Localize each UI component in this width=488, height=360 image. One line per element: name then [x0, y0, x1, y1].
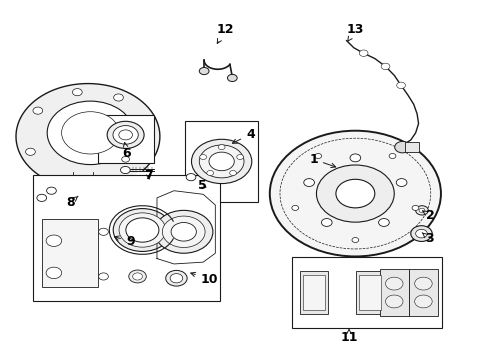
Circle shape	[410, 226, 431, 242]
Bar	[303, 275, 324, 310]
Circle shape	[396, 82, 405, 89]
Circle shape	[162, 216, 204, 248]
Circle shape	[415, 229, 427, 238]
Text: 2: 2	[422, 209, 434, 222]
Text: 9: 9	[114, 235, 134, 248]
Bar	[300, 271, 327, 314]
Circle shape	[113, 208, 171, 251]
Circle shape	[303, 179, 314, 186]
Circle shape	[119, 213, 165, 247]
Text: 6: 6	[122, 143, 131, 160]
Circle shape	[46, 267, 61, 279]
Circle shape	[385, 277, 402, 290]
Circle shape	[236, 154, 243, 159]
Text: 8: 8	[66, 195, 78, 209]
Circle shape	[199, 154, 206, 159]
Circle shape	[171, 222, 196, 241]
PathPatch shape	[16, 84, 160, 189]
Circle shape	[414, 295, 431, 308]
Bar	[98, 114, 153, 163]
Circle shape	[33, 107, 42, 114]
Circle shape	[125, 218, 159, 242]
Circle shape	[107, 121, 144, 148]
Circle shape	[394, 141, 409, 153]
Circle shape	[314, 153, 321, 158]
Circle shape	[199, 67, 208, 75]
Text: 10: 10	[190, 273, 218, 286]
Bar	[379, 269, 408, 316]
Circle shape	[385, 295, 402, 308]
Circle shape	[380, 63, 389, 69]
Circle shape	[227, 75, 237, 81]
Bar	[291, 257, 441, 328]
Circle shape	[128, 270, 146, 283]
Text: 12: 12	[216, 23, 233, 44]
Circle shape	[359, 50, 367, 57]
Text: 13: 13	[346, 23, 363, 42]
Circle shape	[411, 206, 418, 211]
Circle shape	[99, 273, 108, 280]
Circle shape	[72, 89, 82, 96]
Circle shape	[113, 94, 123, 101]
Circle shape	[119, 130, 132, 140]
Circle shape	[206, 171, 213, 175]
Bar	[33, 175, 220, 301]
Circle shape	[229, 171, 236, 175]
Circle shape	[47, 101, 133, 165]
Text: 7: 7	[144, 169, 153, 182]
Circle shape	[132, 273, 142, 280]
Circle shape	[395, 179, 406, 186]
Circle shape	[335, 179, 374, 208]
Bar	[356, 271, 383, 314]
Circle shape	[170, 274, 183, 283]
Text: 5: 5	[198, 179, 206, 192]
Circle shape	[418, 208, 424, 212]
Circle shape	[349, 154, 360, 162]
Text: 11: 11	[340, 329, 357, 345]
Circle shape	[46, 187, 56, 194]
Bar	[185, 121, 258, 202]
Circle shape	[120, 166, 130, 174]
Circle shape	[122, 157, 129, 162]
Bar	[41, 219, 98, 287]
Circle shape	[99, 228, 108, 235]
Circle shape	[415, 206, 427, 215]
Circle shape	[154, 210, 212, 253]
Circle shape	[316, 165, 393, 222]
Circle shape	[61, 112, 119, 154]
Circle shape	[351, 238, 358, 243]
Text: 4: 4	[232, 128, 254, 143]
Circle shape	[25, 148, 35, 156]
Circle shape	[37, 194, 46, 202]
Circle shape	[165, 270, 187, 286]
Bar	[359, 275, 380, 310]
Text: 1: 1	[308, 153, 335, 168]
Circle shape	[218, 145, 224, 150]
Circle shape	[388, 153, 395, 158]
Circle shape	[291, 206, 298, 211]
Circle shape	[269, 131, 440, 256]
Circle shape	[280, 138, 430, 249]
Circle shape	[208, 152, 234, 171]
Circle shape	[321, 219, 331, 226]
Circle shape	[191, 139, 251, 184]
Bar	[404, 142, 418, 152]
Bar	[408, 269, 437, 316]
Circle shape	[68, 176, 88, 190]
Circle shape	[199, 145, 244, 178]
Circle shape	[113, 126, 138, 144]
Text: 3: 3	[421, 232, 433, 245]
Circle shape	[378, 219, 388, 226]
Circle shape	[46, 235, 61, 247]
Circle shape	[186, 174, 196, 181]
Circle shape	[414, 277, 431, 290]
